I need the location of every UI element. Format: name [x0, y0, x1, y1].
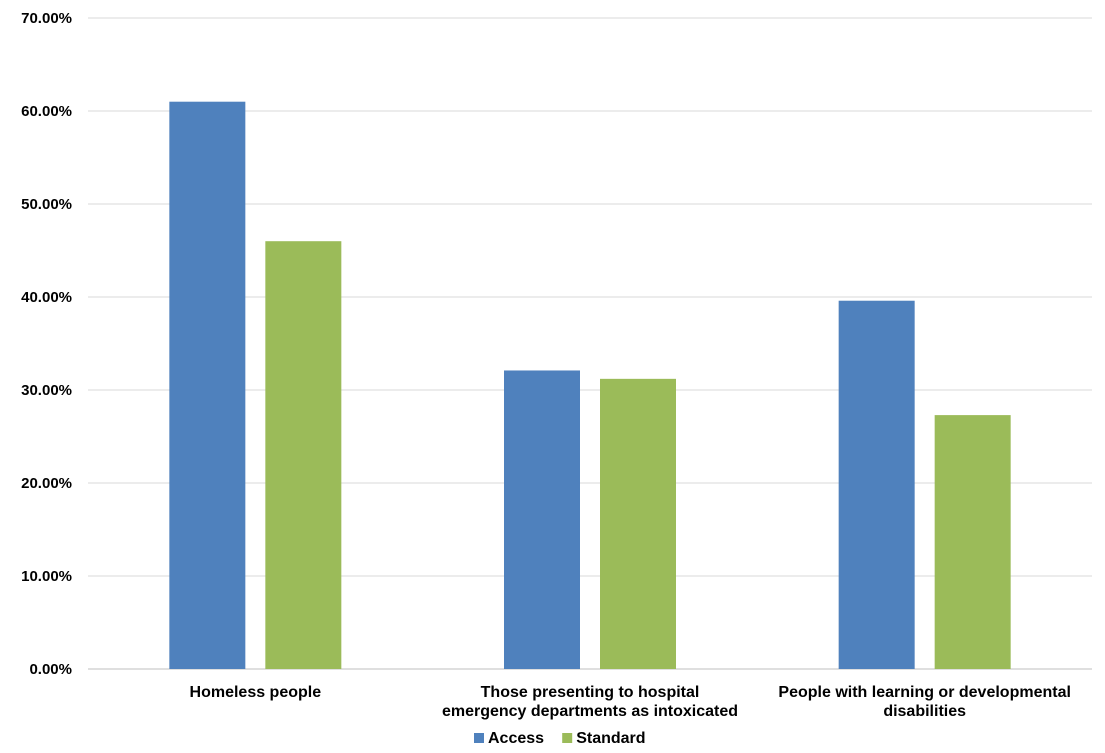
legend-label-standard: Standard: [576, 730, 645, 747]
y-axis: 0.00% 10.00% 20.00% 30.00% 40.00% 50.00% 60.00…: [21, 10, 72, 678]
bar-access: [169, 101, 246, 669]
legend-label-access: Access: [488, 730, 544, 747]
y-tick-label: 10.00%: [21, 568, 72, 585]
legend-swatch-access: [474, 733, 484, 743]
x-category-label: People with learning or developmental dis…: [778, 684, 1071, 720]
y-tick-label: 20.00%: [21, 475, 72, 492]
legend-swatch-standard: [562, 733, 573, 743]
bar-access: [504, 370, 580, 669]
bar-standard: [600, 378, 676, 669]
x-category-label: Those presenting to hospital emergency de…: [442, 684, 738, 720]
bar-standard: [265, 241, 342, 669]
y-tick-label: 70.00%: [21, 10, 72, 27]
y-tick-label: 40.00%: [21, 289, 72, 306]
gridlines: [88, 17, 1092, 670]
x-axis: Homeless people Those presenting to hospi…: [190, 684, 1071, 720]
x-category-label: Homeless people: [190, 684, 322, 701]
y-tick-label: 30.00%: [21, 382, 72, 399]
bars: [169, 101, 1011, 669]
y-tick-label: 60.00%: [21, 103, 72, 120]
legend: Access Standard: [474, 730, 646, 747]
y-tick-label: 50.00%: [21, 196, 72, 213]
bar-standard: [934, 415, 1011, 669]
bar-access: [838, 300, 915, 669]
y-tick-label: 0.00%: [29, 661, 72, 678]
